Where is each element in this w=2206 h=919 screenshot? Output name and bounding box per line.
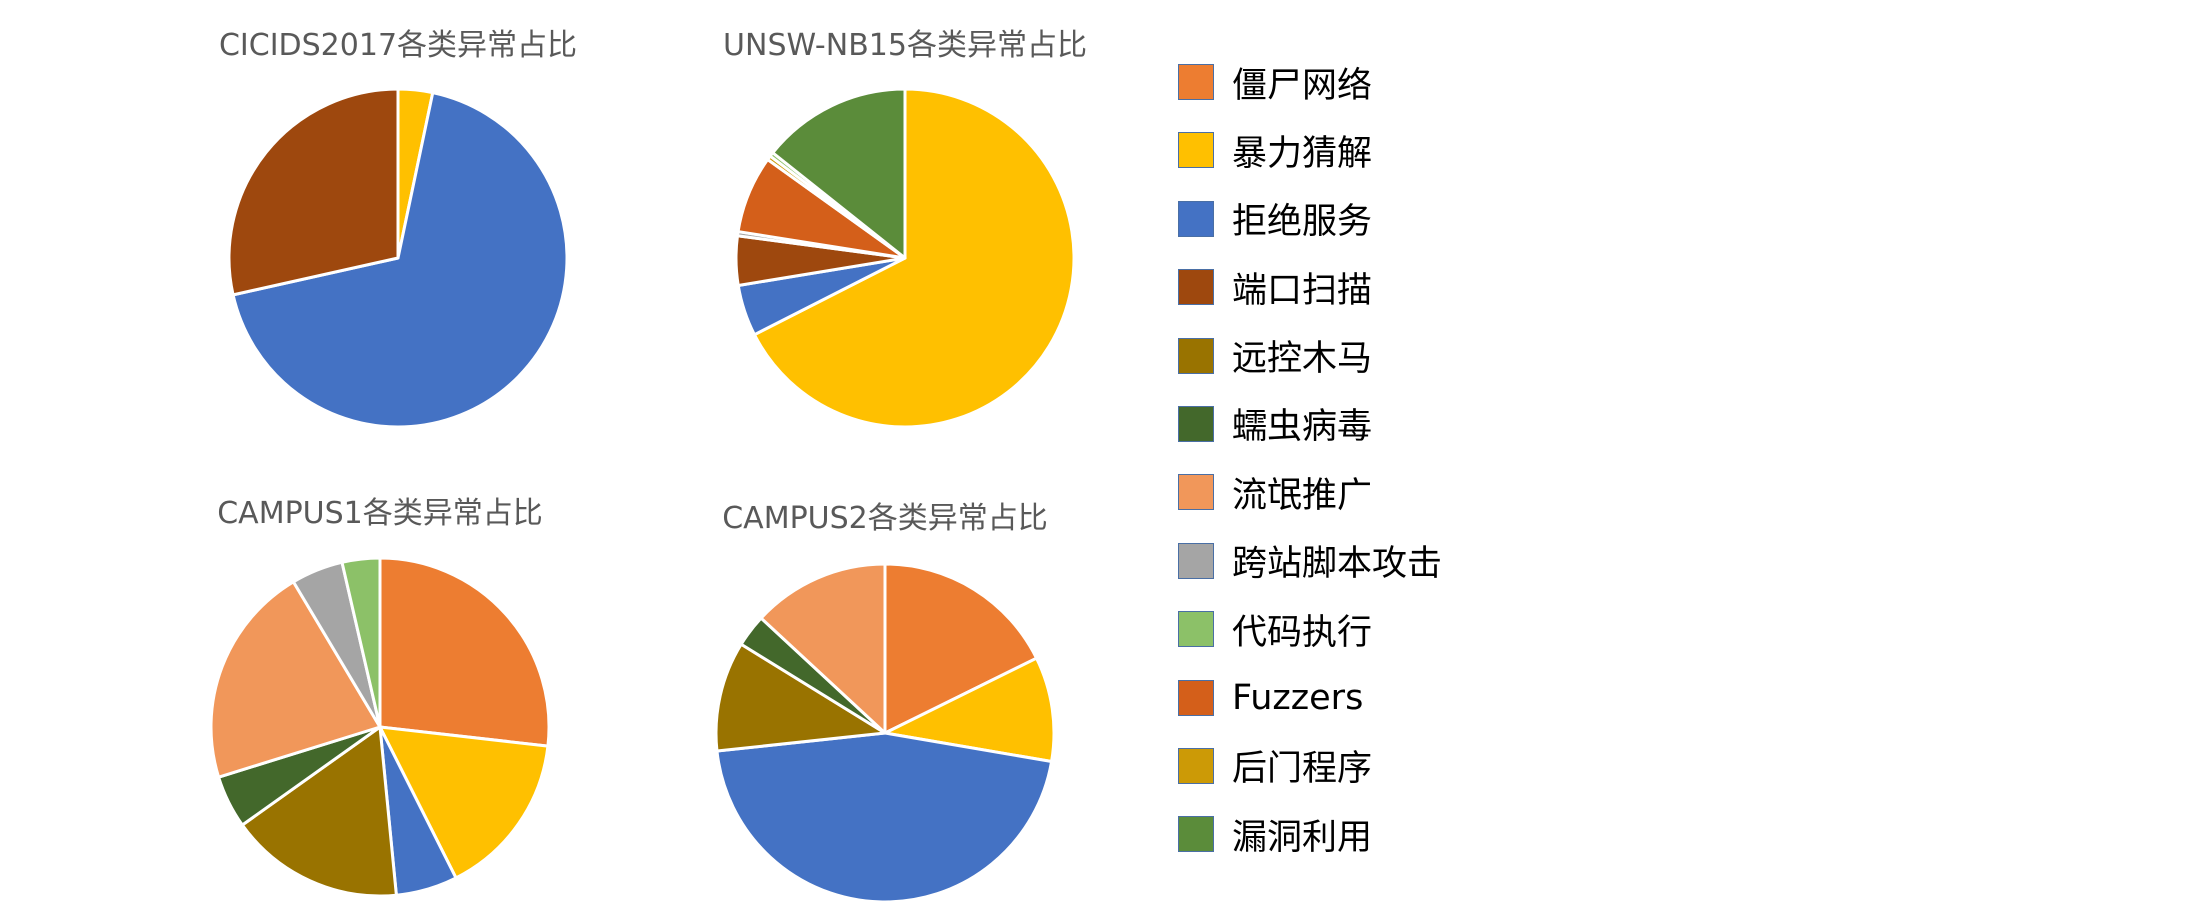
- pie-slice: [771, 87, 907, 260]
- chart-title-cicids2017: CICIDS2017各类异常占比: [218, 28, 578, 63]
- legend-swatch: [1178, 474, 1214, 511]
- legend-label: 后门程序: [1232, 749, 1373, 790]
- legend-label: 暴力猜解: [1232, 133, 1373, 174]
- pie-slice: [715, 731, 1054, 904]
- legend-label: 代码执行: [1232, 612, 1373, 653]
- legend-swatch: [1178, 132, 1214, 169]
- pie-slice: [883, 562, 1039, 735]
- legend-item: 蠕虫病毒: [1178, 400, 1442, 448]
- legend: 僵尸网络 暴力猜解 拒绝服务 端口扫描 远控木马 蠕虫病毒 流氓推广 跨站脚本攻…: [1178, 58, 1442, 879]
- legend-label: 跨站脚本攻击: [1232, 544, 1443, 585]
- pie-slice: [378, 725, 550, 880]
- pie-slice: [209, 580, 382, 779]
- pie-slice: [231, 91, 569, 429]
- legend-label: 流氓推广: [1232, 475, 1373, 516]
- legend-label: 拒绝服务: [1232, 202, 1373, 243]
- legend-label: 端口扫描: [1232, 270, 1373, 311]
- legend-swatch: [1178, 747, 1214, 784]
- pie-slice: [227, 87, 400, 297]
- legend-item: 远控木马: [1178, 332, 1442, 380]
- pie-slice: [240, 725, 398, 898]
- legend-swatch: [1178, 269, 1214, 306]
- legend-item: 流氓推广: [1178, 468, 1442, 516]
- legend-swatch: [1178, 542, 1214, 579]
- legend-item: 漏洞利用: [1178, 810, 1442, 858]
- legend-label: 漏洞利用: [1232, 817, 1373, 858]
- legend-item: 端口扫描: [1178, 263, 1442, 311]
- chart-title-campus2: CAMPUS2各类异常占比: [722, 501, 1048, 536]
- pie-chart: [714, 562, 1056, 904]
- pie-slice: [752, 87, 1076, 429]
- legend-swatch: [1178, 64, 1214, 100]
- pie-slice: [883, 656, 1056, 764]
- legend-item: 暴力猜解: [1178, 126, 1442, 174]
- legend-swatch: [1178, 405, 1214, 442]
- legend-label: Fuzzers: [1232, 677, 1364, 718]
- pie-chart: [734, 87, 1076, 429]
- legend-item: 代码执行: [1178, 605, 1442, 653]
- legend-item: Fuzzers: [1178, 674, 1442, 722]
- pie-slice: [759, 562, 887, 735]
- legend-swatch: [1178, 816, 1214, 853]
- legend-label: 蠕虫病毒: [1232, 407, 1373, 448]
- pie-slice: [340, 556, 382, 729]
- chart-title-campus1: CAMPUS1各类异常占比: [217, 496, 543, 531]
- legend-item: 后门程序: [1178, 742, 1442, 790]
- legend-swatch: [1178, 611, 1214, 648]
- chart-title-unsw-nb15: UNSW-NB15各类异常占比: [723, 28, 1087, 63]
- pie-chart: [227, 87, 569, 429]
- legend-swatch: [1178, 337, 1214, 374]
- pie-slice: [378, 556, 551, 748]
- legend-swatch: [1178, 200, 1214, 237]
- legend-label: 僵尸网络: [1232, 65, 1373, 106]
- legend-item: 僵尸网络: [1178, 58, 1442, 106]
- pie-slice: [714, 642, 887, 753]
- legend-item: 拒绝服务: [1178, 195, 1442, 243]
- legend-item: 跨站脚本攻击: [1178, 537, 1442, 585]
- pie-chart: [209, 556, 551, 898]
- legend-label: 远控木马: [1232, 339, 1373, 380]
- legend-swatch: [1178, 679, 1214, 716]
